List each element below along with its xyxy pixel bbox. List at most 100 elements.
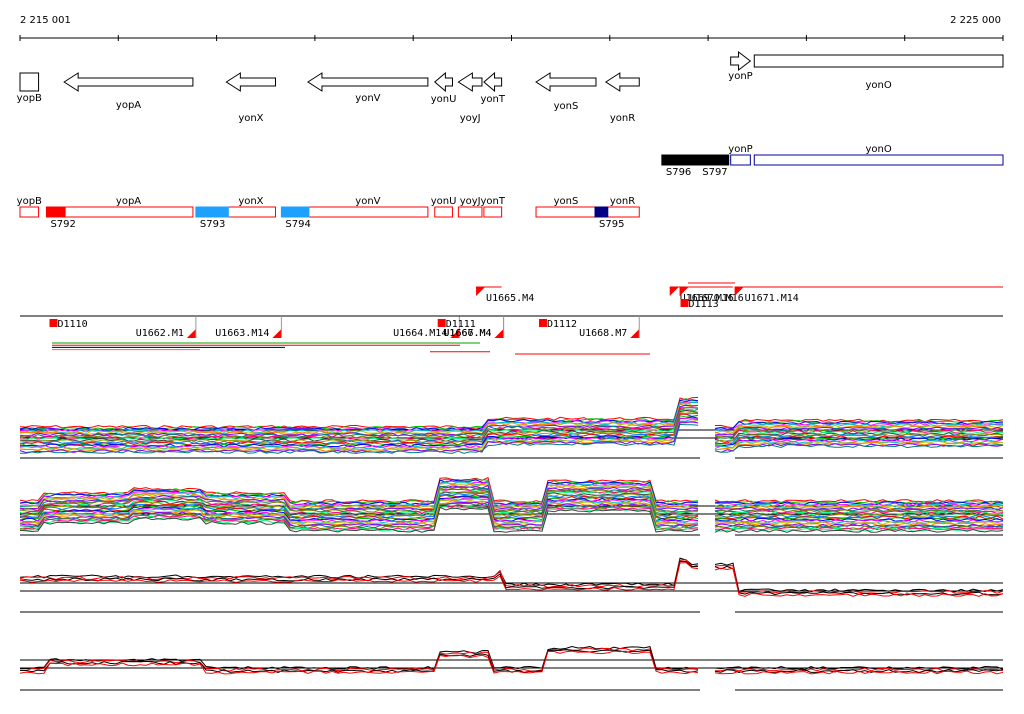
expression-line — [714, 423, 1004, 433]
expression-line — [19, 557, 699, 587]
gene-arrow[interactable] — [483, 71, 503, 93]
gene-box-red[interactable] — [63, 206, 194, 218]
gene-label: yonT — [481, 94, 506, 105]
feature-marker[interactable] — [437, 319, 446, 327]
gene-box-red[interactable] — [605, 206, 640, 218]
gene-arrow[interactable] — [753, 54, 1004, 68]
expression-line — [19, 494, 699, 520]
axis-ticks — [19, 35, 1004, 41]
expression-line — [714, 428, 1004, 439]
expression-line — [19, 413, 699, 445]
gene-arrow[interactable] — [535, 72, 597, 92]
feature-flag — [734, 287, 744, 296]
expression-line — [714, 425, 1004, 435]
gene-box-red[interactable] — [434, 206, 453, 218]
feature-label: U1669.M16 — [680, 293, 734, 304]
gene-box-label: yonX — [238, 196, 263, 207]
expression-line — [714, 433, 1004, 443]
gene-box-red[interactable] — [457, 206, 483, 218]
gene-arrow[interactable] — [457, 72, 483, 92]
feature-label: U1666.M4 — [443, 328, 491, 339]
segment-box[interactable] — [697, 154, 730, 166]
feature-marker[interactable] — [49, 319, 58, 327]
segment-label: S793 — [200, 219, 225, 230]
segment-box[interactable] — [661, 154, 699, 166]
expression-line — [19, 406, 699, 439]
feature-label: U1670.M16 — [690, 293, 744, 304]
gene-label: yonV — [355, 93, 380, 104]
feature-label: D1113 — [689, 299, 719, 310]
gene-arrow[interactable] — [307, 72, 429, 92]
gene-box-blue[interactable] — [730, 154, 751, 166]
expression-line — [714, 439, 1004, 449]
gene-box-red[interactable] — [225, 206, 277, 218]
segment-box[interactable] — [280, 206, 310, 218]
expression-line — [714, 564, 1004, 595]
gene-label: yopA — [116, 100, 141, 111]
gene-arrow[interactable] — [730, 50, 752, 72]
feature-label: U1668.M7 — [579, 328, 627, 339]
feature-label: D1112 — [547, 319, 577, 330]
gene-box-red[interactable] — [19, 206, 40, 218]
gene-box-label: yonS — [554, 196, 579, 207]
expression-track-pair-bottom — [19, 645, 1004, 691]
expression-line — [19, 500, 699, 527]
gene-arrow[interactable] — [433, 71, 453, 93]
expression-line — [714, 562, 1004, 593]
segment-box[interactable] — [594, 206, 609, 218]
gene-box-label: yonV — [355, 196, 380, 207]
feature-flag — [450, 329, 460, 338]
expression-line — [19, 413, 699, 446]
gene-box-blue[interactable] — [753, 154, 1004, 166]
expression-line — [19, 502, 699, 529]
expression-line — [714, 519, 1004, 523]
expression-line — [714, 505, 1004, 510]
expression-line — [714, 670, 1004, 675]
gene-box-label: yonR — [610, 196, 635, 207]
gene-label: yonO — [866, 80, 892, 91]
expression-line — [714, 511, 1004, 516]
expression-line — [714, 528, 1004, 533]
feature-flag — [186, 329, 196, 338]
feature-flag — [679, 287, 689, 296]
expression-line — [714, 503, 1004, 508]
feature-marker[interactable] — [680, 299, 689, 307]
feature-label: D1110 — [57, 319, 87, 330]
expression-line — [19, 650, 699, 675]
expression-line — [19, 479, 699, 506]
expression-line — [19, 488, 699, 514]
gene-box-label: yopA — [116, 196, 141, 207]
feature-label: U1667.M4 — [443, 328, 491, 339]
feature-flag — [630, 329, 640, 338]
expression-line — [19, 487, 699, 514]
expression-line — [19, 504, 699, 531]
gene-label: yonR — [610, 113, 635, 124]
segment-box[interactable] — [45, 206, 66, 218]
gene-box-red[interactable] — [307, 206, 429, 218]
gene-arrow[interactable] — [225, 72, 277, 92]
expression-line — [19, 506, 699, 533]
feature-flag — [669, 287, 679, 296]
feature-marker[interactable] — [538, 319, 547, 327]
gene-arrow[interactable] — [604, 72, 640, 92]
gene-arrow[interactable] — [19, 72, 40, 92]
gene-box-label: yonP — [728, 144, 752, 155]
expression-line — [714, 524, 1004, 529]
gene-arrow[interactable] — [63, 72, 194, 92]
gene-box-red[interactable] — [535, 206, 597, 218]
expression-track-multi-top — [19, 396, 1004, 459]
feature-flag — [476, 287, 486, 296]
axis-start-label: 2 215 001 — [20, 15, 71, 26]
gene-box-red[interactable] — [483, 206, 503, 218]
expression-line — [714, 665, 1004, 671]
expression-line — [19, 499, 699, 526]
expression-line — [714, 440, 1004, 451]
expression-line — [19, 489, 698, 516]
expression-track-pair-top — [19, 557, 1004, 613]
expression-line — [714, 501, 1004, 506]
axis-end-label: 2 225 000 — [950, 15, 1001, 26]
segment-box[interactable] — [195, 206, 229, 218]
feature-label: D1111 — [446, 319, 476, 330]
